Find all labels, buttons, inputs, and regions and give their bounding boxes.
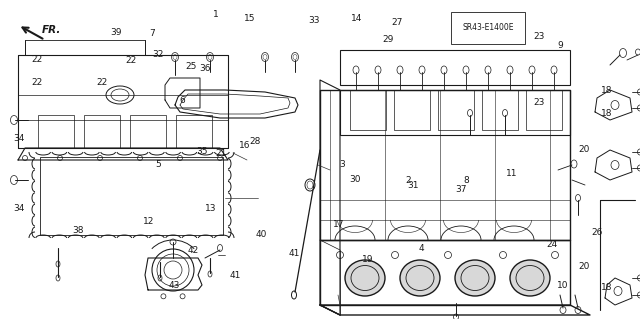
- Text: 14: 14: [351, 14, 363, 23]
- Text: 22: 22: [125, 56, 137, 65]
- Ellipse shape: [455, 260, 495, 296]
- Text: 9: 9: [557, 41, 563, 50]
- Text: 34: 34: [13, 134, 25, 143]
- Text: 34: 34: [13, 204, 25, 213]
- Bar: [526, 90, 562, 130]
- Bar: [438, 90, 474, 130]
- Text: 24: 24: [546, 240, 557, 249]
- Ellipse shape: [345, 260, 385, 296]
- Text: 16: 16: [239, 141, 251, 150]
- Text: 35: 35: [196, 147, 208, 156]
- Bar: [350, 90, 386, 130]
- Bar: [130, 115, 166, 148]
- Text: 26: 26: [591, 228, 603, 237]
- Text: 25: 25: [185, 62, 196, 71]
- Text: 10: 10: [557, 281, 569, 290]
- Text: 22: 22: [31, 55, 43, 63]
- Text: 19: 19: [362, 256, 374, 264]
- Text: 20: 20: [578, 145, 589, 154]
- Bar: [482, 90, 518, 130]
- Bar: [84, 115, 120, 148]
- Bar: [340, 50, 570, 85]
- Text: 6: 6: [180, 96, 185, 105]
- Ellipse shape: [510, 260, 550, 296]
- Text: 38: 38: [72, 226, 84, 235]
- Text: 8: 8: [463, 176, 468, 185]
- Text: FR.: FR.: [42, 25, 61, 35]
- Text: 1: 1: [214, 10, 219, 19]
- Text: 22: 22: [97, 78, 108, 87]
- Text: 29: 29: [383, 35, 394, 44]
- Text: 30: 30: [349, 175, 361, 184]
- Text: SR43-E1400E: SR43-E1400E: [462, 24, 514, 33]
- Text: 5: 5: [156, 160, 161, 169]
- Text: 33: 33: [308, 16, 319, 25]
- Text: 42: 42: [188, 246, 199, 255]
- Text: 18: 18: [601, 86, 612, 95]
- Text: 41: 41: [230, 271, 241, 280]
- Bar: [340, 90, 570, 135]
- Text: 2: 2: [406, 176, 411, 185]
- Text: 7: 7: [150, 29, 155, 38]
- Text: 31: 31: [407, 181, 419, 189]
- Text: 41: 41: [289, 249, 300, 258]
- Bar: [38, 115, 74, 148]
- Text: 15: 15: [244, 14, 255, 23]
- Text: 18: 18: [601, 109, 612, 118]
- Text: 28: 28: [249, 137, 260, 146]
- Text: 27: 27: [391, 18, 403, 27]
- Text: 22: 22: [31, 78, 43, 87]
- Text: 12: 12: [143, 217, 154, 226]
- Text: 23: 23: [534, 32, 545, 41]
- Text: 13: 13: [205, 204, 217, 213]
- Text: 18: 18: [601, 283, 612, 292]
- Ellipse shape: [400, 260, 440, 296]
- Bar: [40, 157, 223, 235]
- Text: 32: 32: [152, 50, 164, 59]
- Text: 17: 17: [333, 220, 345, 229]
- Text: 20: 20: [578, 262, 589, 271]
- Bar: [394, 90, 430, 130]
- Text: 37: 37: [455, 185, 467, 194]
- Text: 3: 3: [340, 160, 345, 169]
- Text: 23: 23: [534, 98, 545, 107]
- Text: 36: 36: [199, 64, 211, 73]
- Text: 21: 21: [215, 149, 227, 158]
- Text: 43: 43: [168, 281, 180, 290]
- Text: 39: 39: [111, 28, 122, 37]
- Text: 11: 11: [506, 169, 518, 178]
- Text: 4: 4: [419, 244, 424, 253]
- Bar: [176, 115, 212, 148]
- Text: 40: 40: [255, 230, 267, 239]
